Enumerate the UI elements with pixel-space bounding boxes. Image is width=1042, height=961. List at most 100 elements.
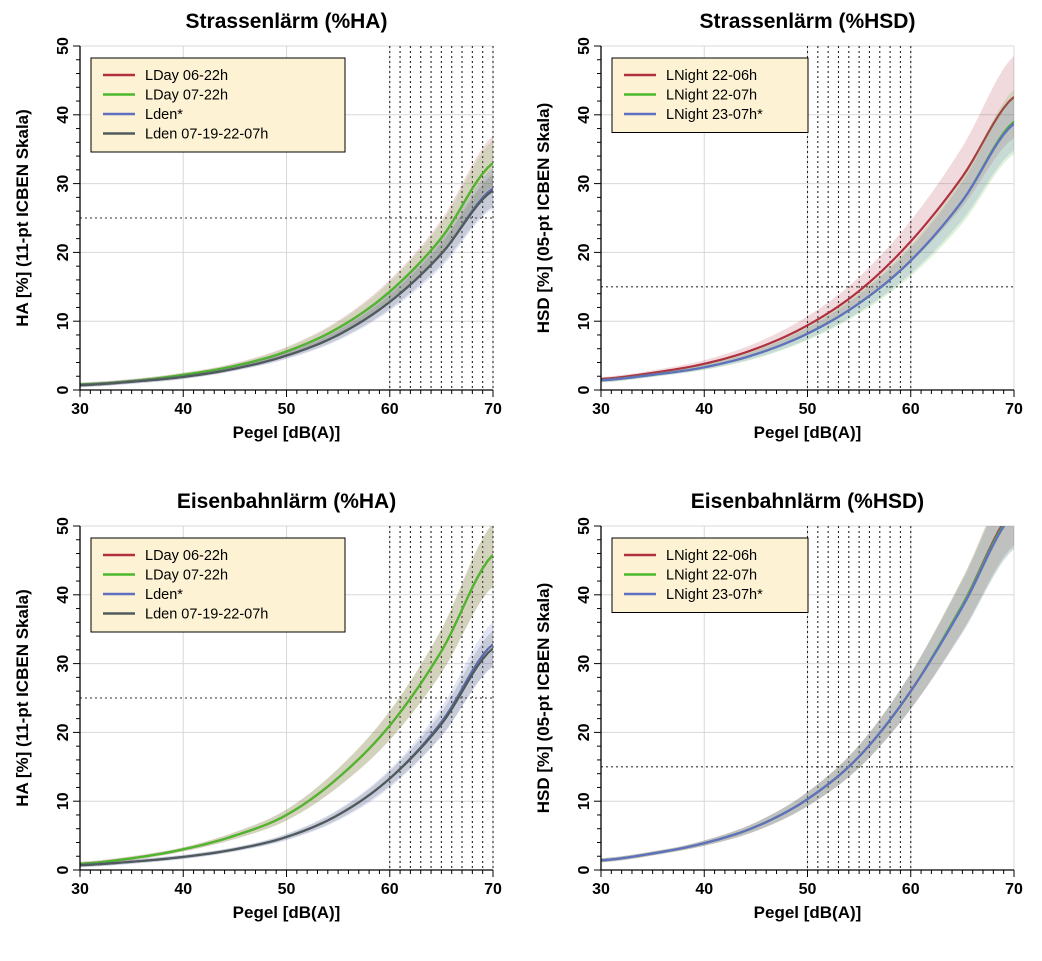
series-band-lnight-22-07h [601,89,1014,383]
y-tick-label: 0 [576,865,593,874]
y-axis-label: HSD [%] (05-pt ICBEN Skala) [534,583,553,813]
axes: 0 10 20 30 40 50 30 40 50 60 70 [576,517,1023,898]
y-tick-label: 50 [576,37,593,55]
series-band-lnight-23-07h [601,526,1014,863]
series-group [80,135,493,388]
series-band-lday-06-22h [80,135,493,387]
y-tick-label: 20 [576,243,593,261]
x-tick-label: 40 [174,401,192,418]
x-tick-label: 70 [1005,881,1023,898]
x-tick-label: 60 [902,401,920,418]
y-axis-label: HSD [%] (05-pt ICBEN Skala) [534,103,553,333]
y-axis-label: HA [%] (11-pt ICBEN Skala) [13,109,32,327]
series-line-lnight-22-06h [601,96,1014,381]
chart-panel-4: Eisenbahnlärm (%HSD) 0 10 20 30 40 50 30 40 50 60 7… [534,490,1023,922]
legend-label-lnight-23-07h: LNight 23-07h* [666,107,763,123]
series-band-lday-06-22h [80,526,493,866]
y-tick-label: 40 [55,586,72,604]
x-tick-label: 40 [695,881,713,898]
x-tick-label: 30 [71,881,89,898]
chart-title: Eisenbahnlärm (%HSD) [691,490,924,513]
x-tick-label: 70 [484,881,502,898]
y-tick-label: 50 [55,37,72,55]
legend-box [90,57,346,153]
x-tick-label: 60 [381,401,399,418]
series-band-lden-07-19-22-07h [80,174,493,388]
series-band-lnight-22-07h [601,526,1014,863]
x-tick-label: 60 [381,881,399,898]
legend-label-lnight-22-06h: LNight 22-06h [666,548,757,564]
reference-lines [806,46,912,390]
legend: LNight 22-06h LNight 22-07h LNight 23-07h* [611,57,809,133]
y-tick-label: 30 [576,655,593,673]
legend: LDay 06-22h LDay 07-22h Lden* Lden 07-19-22… [90,537,346,633]
x-tick-label: 50 [799,881,817,898]
y-tick-label: 50 [576,517,593,535]
x-tick-label: 60 [902,881,920,898]
x-tick-label: 30 [592,881,610,898]
series-group [601,55,1014,383]
x-tick-label: 40 [174,881,192,898]
chart-panel-1: Strassenlärm (%HA) 0 10 20 30 40 50 30 40 50 60 70 P… [13,10,502,442]
legend-label-lnight-23-07h: LNight 23-07h* [666,587,763,603]
legend-label-lday-06-22h: LDay 06-22h [145,548,228,564]
legend: LDay 06-22h LDay 07-22h Lden* Lden 07-19-22… [90,57,346,153]
y-tick-label: 40 [576,586,593,604]
legend-label-lday-07-22h: LDay 07-22h [145,88,228,104]
y-tick-label: 10 [576,312,593,330]
series-band-lden [80,168,493,388]
y-tick-label: 40 [576,106,593,124]
axes: 0 10 20 30 40 50 30 40 50 60 70 [55,517,502,898]
y-tick-label: 20 [576,723,593,741]
chart-panel-3: Eisenbahnlärm (%HA) 0 10 20 30 40 50 30 40 50 60 70… [13,490,502,922]
series-group [80,526,493,868]
x-tick-label: 30 [71,401,89,418]
y-tick-label: 30 [576,175,593,193]
y-tick-label: 40 [55,106,72,124]
legend: LNight 22-06h LNight 22-07h LNight 23-07h* [611,537,809,613]
y-tick-label: 10 [576,792,593,810]
series-line-lden-07-19-22-07h [80,647,493,867]
x-axis-label: Pegel [dB(A)] [233,423,341,442]
y-tick-label: 10 [55,312,72,330]
x-axis-label: Pegel [dB(A)] [754,423,862,442]
x-axis-label: Pegel [dB(A)] [754,903,862,922]
x-tick-label: 30 [592,401,610,418]
x-tick-label: 50 [278,881,296,898]
series-line-lnight-23-07h [601,526,1006,862]
legend-label-lden: Lden* [145,107,183,123]
legend-label-lday-07-22h: LDay 07-22h [145,568,228,584]
chart-title: Eisenbahnlärm (%HA) [177,490,396,513]
series-line-lday-07-22h [80,554,493,865]
chart-title: Strassenlärm (%HSD) [700,10,916,33]
series-line-lden-07-19-22-07h [80,189,493,387]
y-tick-label: 10 [55,792,72,810]
legend-label-lden-07-19-22-07h: Lden 07-19-22-07h [145,127,268,143]
series-group [601,526,1014,863]
x-axis-label: Pegel [dB(A)] [233,903,341,922]
y-tick-label: 30 [55,655,72,673]
y-tick-label: 20 [55,243,72,261]
x-tick-label: 50 [799,401,817,418]
series-band-lday-07-22h [80,526,493,866]
legend-label-lden: Lden* [145,587,183,603]
series-line-lnight-23-07h [601,122,1014,382]
reference-lines [806,526,912,870]
y-tick-label: 20 [55,723,72,741]
y-tick-label: 0 [55,865,72,874]
chart-title: Strassenlärm (%HA) [186,10,388,33]
legend-label-lday-06-22h: LDay 06-22h [145,68,228,84]
x-tick-label: 70 [1005,401,1023,418]
legend-box [90,537,346,633]
axes: 0 10 20 30 40 50 30 40 50 60 70 [55,37,502,418]
x-tick-label: 70 [484,401,502,418]
series-band-lnight-22-06h [601,526,1014,863]
legend-label-lnight-22-06h: LNight 22-06h [666,68,757,84]
axes: 0 10 20 30 40 50 30 40 50 60 70 [576,37,1023,418]
series-band-lday-07-22h [80,140,493,387]
y-axis-label: HA [%] (11-pt ICBEN Skala) [13,589,32,807]
legend-label-lnight-22-07h: LNight 22-07h [666,568,757,584]
y-tick-label: 50 [55,517,72,535]
y-tick-label: 0 [55,385,72,394]
